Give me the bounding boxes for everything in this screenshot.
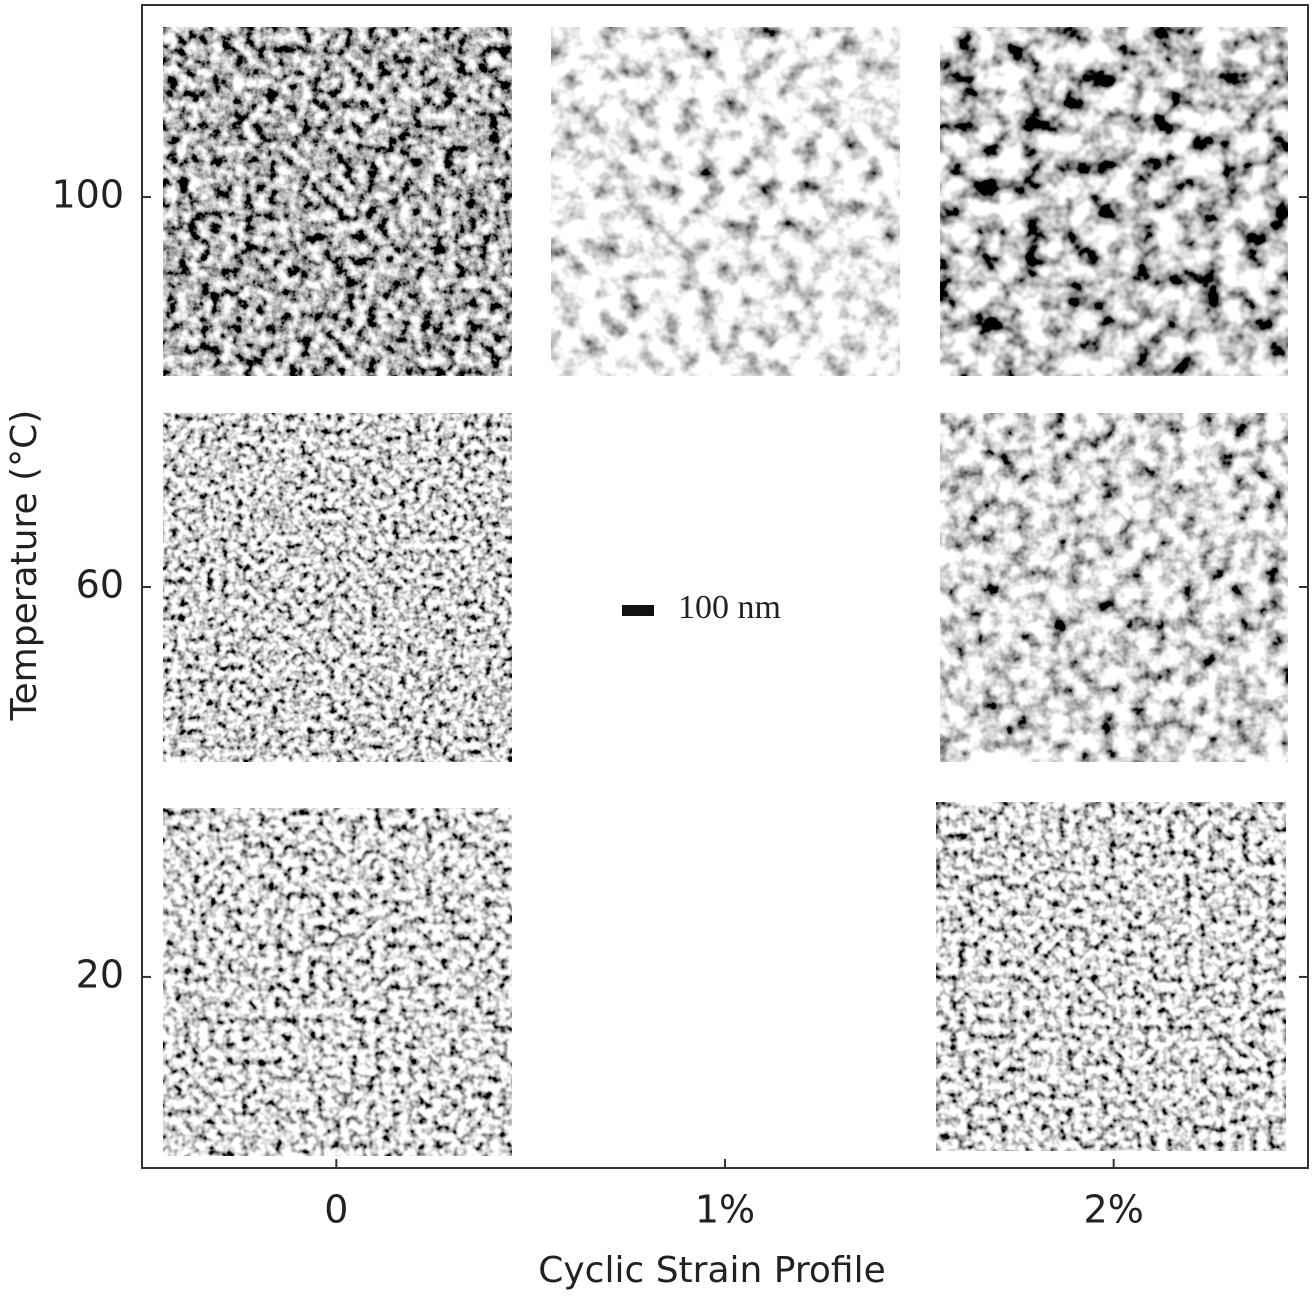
x-tick-label: 1%: [695, 1188, 755, 1232]
micrograph: [163, 808, 512, 1156]
micrograph: [163, 27, 512, 376]
x-tick-label: 2%: [1084, 1188, 1144, 1232]
y-tick-label: 60: [76, 562, 124, 606]
scale-bar: [622, 605, 654, 616]
micrograph: [940, 27, 1288, 376]
y-tick-label: 20: [76, 952, 124, 996]
x-tick-label: 0: [324, 1188, 348, 1232]
micrograph: [551, 27, 900, 376]
micrograph: [163, 413, 512, 762]
y-axis-label: Temperature (°C): [4, 410, 45, 722]
y-tick-label: 100: [51, 173, 124, 217]
micrograph: [940, 413, 1288, 762]
micrograph: [936, 802, 1286, 1151]
x-axis-label: Cyclic Strain Profile: [538, 1250, 886, 1291]
scale-label: 100 nm: [678, 589, 781, 626]
